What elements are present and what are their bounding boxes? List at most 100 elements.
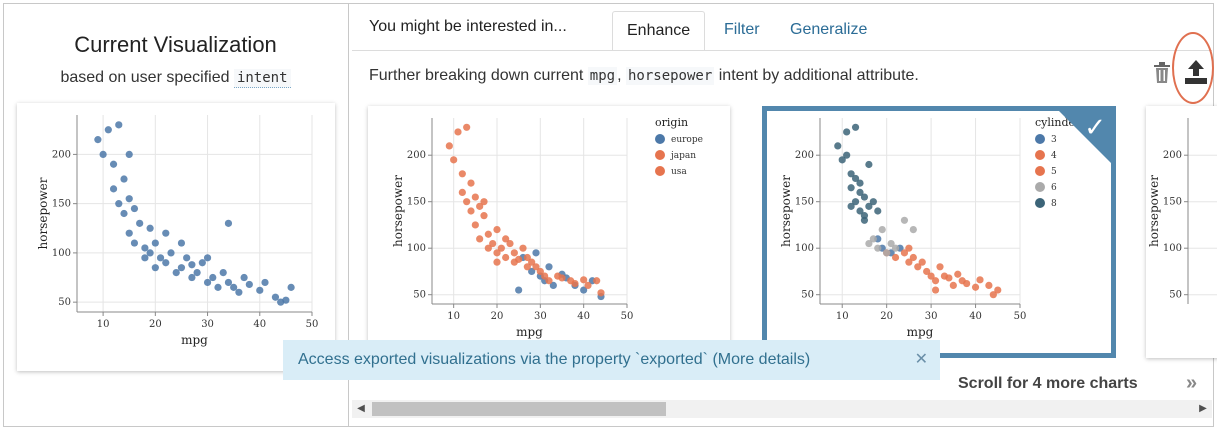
scroll-left-arrow[interactable]: ◀	[357, 403, 365, 414]
data-point	[989, 291, 997, 299]
data-point	[151, 264, 159, 272]
data-point	[528, 258, 536, 266]
data-point	[874, 244, 882, 252]
data-point	[109, 185, 118, 193]
x-tick-label: 20	[149, 319, 162, 330]
data-point	[914, 263, 922, 271]
data-point	[860, 193, 869, 201]
legend-swatch	[1035, 134, 1045, 144]
upload-icon[interactable]	[1183, 56, 1209, 86]
data-point	[532, 263, 540, 271]
x-tick-label: 50	[621, 311, 634, 322]
data-point	[847, 170, 855, 178]
data-point	[125, 195, 133, 203]
y-tick-label: 50	[1169, 290, 1182, 301]
data-point	[851, 123, 860, 131]
data-point	[471, 193, 479, 201]
recommended-chart-card-origin[interactable]: 50 100 150 200 10 20 30 40 50 mpg horsepower origin…	[368, 106, 730, 358]
data-point	[883, 249, 891, 257]
x-tick-label: 10	[97, 319, 110, 330]
selected-corner	[1059, 111, 1111, 163]
legend-label: europe	[671, 135, 703, 145]
scroll-right-arrow[interactable]: ▶	[1199, 403, 1207, 414]
double-chevron-right-icon[interactable]: »	[1186, 372, 1198, 394]
x-axis-label: mpg	[516, 325, 543, 339]
data-point	[450, 156, 458, 164]
data-point	[909, 253, 917, 262]
data-point	[905, 244, 913, 252]
x-tick-label: 10	[836, 311, 849, 322]
data-point	[476, 235, 484, 243]
data-point	[256, 286, 264, 294]
data-point	[177, 264, 186, 272]
data-point	[905, 258, 913, 266]
data-point	[523, 263, 531, 271]
data-point	[467, 179, 475, 187]
data-point	[489, 239, 497, 248]
data-point	[463, 198, 471, 206]
data-point	[865, 202, 873, 210]
scroll-more-hint: Scroll for 4 more charts	[958, 375, 1138, 392]
data-point	[115, 200, 123, 208]
trash-icon[interactable]	[1153, 62, 1171, 84]
scrollbar-thumb[interactable]	[372, 402, 666, 416]
data-point	[519, 244, 527, 252]
x-tick-label: 50	[306, 319, 319, 330]
legend-swatch	[655, 166, 665, 176]
x-axis-label: mpg	[907, 325, 934, 339]
x-tick-label: 10	[447, 311, 460, 322]
data-point	[193, 269, 201, 277]
y-tick-label: 150	[1163, 197, 1182, 208]
data-point	[580, 276, 588, 284]
y-tick-label: 50	[58, 297, 71, 308]
data-point	[282, 296, 290, 304]
data-point	[936, 263, 944, 271]
data-point	[146, 224, 154, 232]
y-tick-label: 50	[801, 290, 814, 301]
data-point	[497, 244, 505, 252]
data-point	[156, 254, 165, 262]
data-point	[120, 209, 128, 218]
legend-swatch	[1035, 198, 1045, 208]
y-tick-label: 50	[413, 290, 426, 301]
data-point	[838, 156, 846, 164]
data-point	[471, 221, 479, 229]
recommended-chart-card-cylinders[interactable]: 50 100 150 200 10 20 30 40 50 mpg horsepower cylind…	[762, 106, 1116, 358]
data-point	[878, 226, 886, 234]
data-point	[528, 267, 536, 276]
legend-label: 6	[1051, 183, 1057, 193]
data-point	[954, 270, 962, 278]
origin-scatter-chart: 50 100 150 200 10 20 30 40 50 mpg horsepower origin…	[391, 116, 703, 339]
data-point	[931, 277, 940, 285]
data-point	[493, 249, 501, 257]
data-point	[167, 249, 175, 257]
data-point	[851, 174, 860, 183]
tab-generalize[interactable]: Generalize	[790, 21, 868, 38]
data-point	[493, 258, 501, 266]
data-point	[985, 281, 993, 289]
data-point	[523, 253, 531, 262]
horizontal-scrollbar[interactable]: ◀ ▶	[352, 400, 1212, 418]
tab-filter[interactable]: Filter	[724, 21, 760, 38]
data-point	[847, 202, 855, 210]
data-point	[558, 274, 566, 282]
data-point	[463, 123, 471, 131]
recommended-chart-card-partial[interactable]: 50 100 150 200 horsepower	[1146, 106, 1217, 358]
y-tick-label: 100	[1163, 243, 1182, 254]
x-tick-label: 40	[969, 311, 982, 322]
data-point	[502, 235, 510, 243]
toast-more-details-link[interactable]: (More details)	[712, 351, 811, 368]
close-icon[interactable]: ✕	[914, 351, 928, 368]
data-point	[891, 253, 900, 262]
x-tick-label: 30	[534, 311, 547, 322]
data-point	[240, 273, 248, 282]
data-point	[125, 150, 133, 158]
y-tick-label: 150	[795, 197, 814, 208]
intent-code: intent	[233, 69, 291, 88]
tab-enhance[interactable]: Enhance	[612, 11, 706, 51]
data-point	[130, 239, 139, 247]
legend-title: origin	[655, 116, 688, 129]
legend-swatch	[1035, 166, 1045, 176]
data-point	[847, 184, 855, 192]
